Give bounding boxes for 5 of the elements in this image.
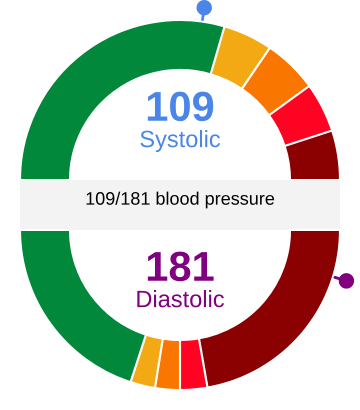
- text: Diastolic: [137, 290, 224, 308]
- text: 109: [148, 92, 214, 122]
- text: Systolic: [140, 130, 220, 152]
- text: 181: [148, 252, 214, 282]
- text: 109/181 blood pressure: [86, 192, 274, 208]
